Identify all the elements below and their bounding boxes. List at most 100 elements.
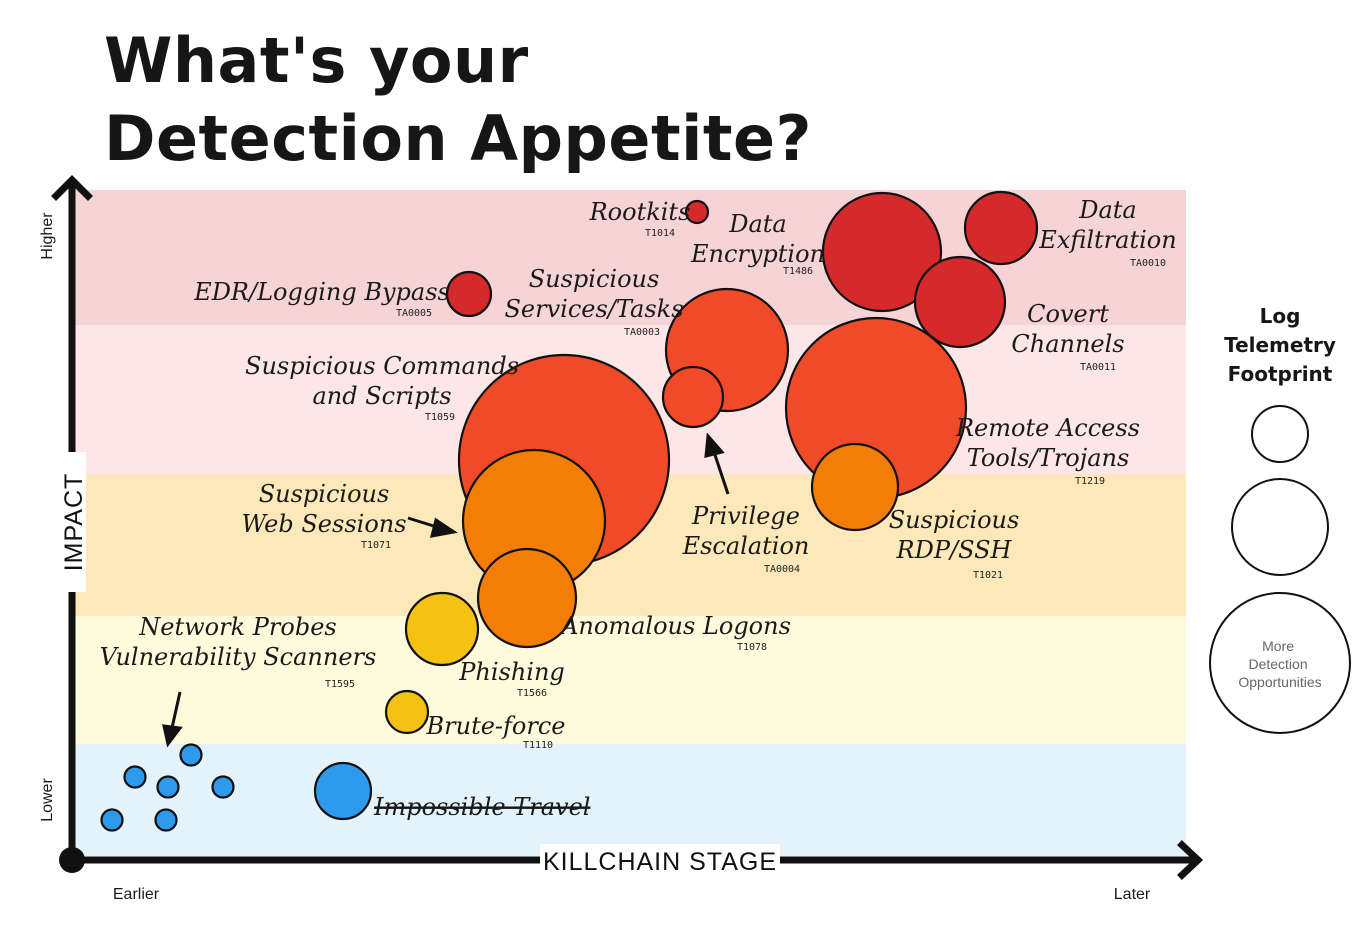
legend-circle-medium [1231, 478, 1329, 576]
arrow-privilege-escalation [704, 432, 730, 495]
legend-more-line: Opportunities [1238, 674, 1321, 690]
label-suspicious-commands-and-scripts: Suspicious Commands and Scripts [245, 352, 519, 410]
label-line: Channels [1011, 330, 1124, 358]
label-line: Suspicious Commands [245, 352, 519, 380]
technique-code: T1110 [523, 740, 553, 751]
label-data-encryption: Data Encryption [690, 210, 825, 268]
label-line: Network Probes [138, 613, 336, 641]
technique-code: T1595 [325, 679, 355, 690]
label-impossible-travel: Impossible Travel [373, 793, 590, 821]
x-axis-label: KILLCHAIN STAGE [543, 848, 777, 876]
label-line: Privilege [691, 502, 800, 530]
y-axis-label: IMPACT [60, 473, 88, 572]
label-data-exfiltration: Data Exfiltration [1038, 196, 1176, 254]
label-edr-logging-bypass: EDR/Logging Bypass [193, 278, 450, 306]
label-line: Rootkits [589, 198, 691, 226]
label-line: RDP/SSH [896, 536, 1013, 564]
technique-code: T1219 [1075, 476, 1105, 487]
label-line: Web Sessions [241, 510, 406, 538]
arrow-web-sessions [407, 516, 458, 538]
label-covert-channels: Covert Channels [1011, 300, 1124, 358]
legend-more-label: More Detection Opportunities [1238, 638, 1321, 690]
bubble-rootkits [684, 199, 710, 225]
bubble-edr-logging-bypass [445, 270, 493, 318]
technique-code: T1078 [737, 642, 767, 653]
legend-title-line: Telemetry [1224, 333, 1336, 357]
title-line-1: What's your [104, 24, 529, 97]
label-phishing: Phishing [458, 658, 565, 686]
bubble-data-exfiltration [963, 190, 1039, 266]
chart-title: What's your Detection Appetite? [104, 22, 812, 178]
label-line: and Scripts [312, 382, 451, 410]
axis-origin [59, 847, 85, 873]
x-axis-high-label: Later [1114, 886, 1151, 903]
legend-circle-large [1209, 592, 1351, 734]
label-line: Impossible Travel [373, 793, 590, 821]
label-brute-force: Brute-force [426, 712, 566, 740]
technique-code: TA0011 [1080, 362, 1116, 373]
label-suspicious-web-sessions: Suspicious Web Sessions [241, 480, 406, 538]
label-privilege-escalation: Privilege Escalation [682, 502, 810, 560]
label-remote-access-tools-trojans: Remote Access Tools/Trojans [955, 414, 1140, 472]
technique-code: T1059 [425, 412, 455, 423]
technique-code: T1071 [361, 540, 391, 551]
x-axis-low-label: Earlier [113, 886, 160, 903]
bubble-privilege-escalation [661, 365, 725, 429]
band-low [74, 616, 1186, 744]
label-line: Suspicious [889, 506, 1020, 534]
bubble-network-probe [156, 775, 180, 799]
label-line: Anomalous Logons [559, 612, 791, 640]
bubble-phishing [404, 591, 480, 667]
label-line: Services/Tasks [504, 295, 683, 323]
label-line: Phishing [458, 658, 565, 686]
legend [1209, 405, 1351, 734]
pointer-arrows [162, 432, 730, 748]
label-line: Exfiltration [1038, 226, 1176, 254]
legend-more-line: More [1262, 638, 1294, 654]
label-rootkits: Rootkits [589, 198, 691, 226]
bubble-data-encryption [821, 191, 943, 313]
bubble-network-probe [211, 775, 235, 799]
bubble-impossible-travel [313, 761, 373, 821]
label-line: Brute-force [426, 712, 566, 740]
label-line: Encryption [690, 240, 825, 268]
bubble-covert-channels [913, 255, 1007, 349]
bubble-brute-force [384, 689, 430, 735]
label-network-probes-vulnerability-scanners: Network Probes Vulnerability Scanners [100, 613, 377, 671]
y-axis-low-label: Lower [39, 778, 56, 822]
label-line: Vulnerability Scanners [100, 643, 377, 671]
label-line: Escalation [682, 532, 810, 560]
technique-code: TA0003 [624, 327, 660, 338]
x-axis-arrowhead [1177, 840, 1204, 880]
y-axis-arrowhead [51, 175, 93, 201]
technique-code: T1021 [973, 570, 1003, 581]
technique-code: TA0005 [396, 308, 432, 319]
label-suspicious-rdp-ssh: Suspicious RDP/SSH [889, 506, 1020, 564]
label-line: Tools/Trojans [967, 444, 1130, 472]
label-line: Covert [1027, 300, 1109, 328]
legend-title-line: Log [1259, 304, 1301, 328]
y-axis-high-label: Higher [39, 212, 56, 260]
band-minimal [74, 744, 1186, 856]
label-line: Data [1078, 196, 1137, 224]
technique-code: TA0004 [764, 564, 800, 575]
bubble-network-probe [100, 808, 124, 832]
impact-bands [74, 190, 1186, 856]
label-line: EDR/Logging Bypass [193, 278, 450, 306]
label-line: Suspicious [529, 265, 660, 293]
legend-title-line: Footprint [1227, 362, 1333, 386]
label-anomalous-logons: Anomalous Logons [559, 612, 791, 640]
arrow-network-probes [162, 691, 183, 748]
legend-circle-small [1251, 405, 1309, 463]
label-line: Suspicious [259, 480, 390, 508]
label-line: Remote Access [955, 414, 1140, 442]
title-line-2: Detection Appetite? [104, 102, 812, 175]
label-suspicious-services-tasks: Suspicious Services/Tasks [504, 265, 683, 323]
label-line: Data [728, 210, 787, 238]
bubble-network-probe [154, 808, 178, 832]
bubbles [100, 190, 1039, 832]
bubble-suspicious-rdp-ssh [810, 442, 900, 532]
technique-code: T1486 [783, 266, 813, 277]
